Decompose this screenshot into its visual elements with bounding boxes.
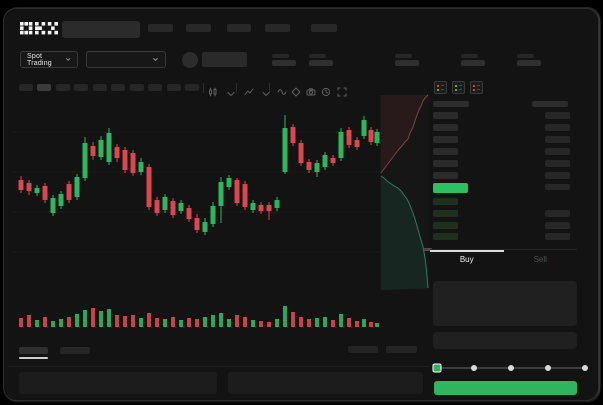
order-price-input[interactable] <box>433 281 577 326</box>
last-price-highlight[interactable] <box>433 183 468 193</box>
ask-price-placeholder[interactable] <box>433 148 458 155</box>
market-mode-dropdown[interactable]: Spot Trading <box>20 51 78 68</box>
ticker-stat-value <box>395 60 419 66</box>
ask-amount-placeholder <box>545 124 570 131</box>
coin-icon <box>182 52 198 68</box>
ask-amount-placeholder <box>545 172 570 179</box>
timeframe-button[interactable] <box>167 84 181 91</box>
bid-price-placeholder[interactable] <box>433 222 458 229</box>
line-tool-icon[interactable] <box>277 84 287 95</box>
book-both-icon[interactable] <box>434 81 447 94</box>
tab-sell-label: Sell <box>533 255 547 264</box>
timeframe-button[interactable] <box>93 84 107 91</box>
search-input[interactable] <box>62 21 140 38</box>
ask-amount-placeholder <box>545 112 570 119</box>
bid-price-placeholder[interactable] <box>433 233 458 240</box>
ticker-stat-value <box>461 60 485 66</box>
toolbar-divider <box>236 83 237 93</box>
timeframe-button[interactable] <box>111 84 125 91</box>
ticker-stat-value <box>309 60 333 66</box>
okx-logo[interactable] <box>20 22 58 35</box>
orderbook-header-bar <box>433 101 469 107</box>
amount-slider-dot[interactable] <box>545 365 551 371</box>
book-bids-icon[interactable] <box>452 81 465 94</box>
amount-slider-dot[interactable] <box>471 365 477 371</box>
chevron-down-icon <box>65 58 71 61</box>
bottom-tab-active-underline <box>19 357 48 359</box>
order-form-tabs: Buy Sell <box>430 249 577 269</box>
bottom-action-placeholder[interactable] <box>348 346 378 353</box>
chevron-down-icon[interactable] <box>261 86 271 96</box>
ticker-stat-value <box>272 60 296 66</box>
toolbar-divider <box>203 83 204 93</box>
timeframe-button[interactable] <box>148 84 162 91</box>
pair-name-placeholder <box>202 52 247 67</box>
amount-slider-handle[interactable] <box>432 363 442 373</box>
timer-icon[interactable] <box>321 84 331 97</box>
timeframe-button[interactable] <box>74 84 88 91</box>
book-asks-icon[interactable] <box>470 81 483 94</box>
pair-selector-dropdown[interactable] <box>86 51 166 68</box>
bottom-panel <box>228 372 423 394</box>
ask-price-placeholder[interactable] <box>433 136 458 143</box>
nav-item[interactable] <box>227 24 251 32</box>
tab-buy-label: Buy <box>459 255 474 264</box>
amount-slider-dot[interactable] <box>508 365 514 371</box>
timeframe-button[interactable] <box>56 84 70 91</box>
ticker-stat-label <box>395 54 412 58</box>
ticker-stat-label <box>461 54 478 58</box>
nav-item[interactable] <box>265 24 290 32</box>
ask-price-placeholder[interactable] <box>433 112 458 119</box>
ask-amount-placeholder <box>545 148 570 155</box>
bottom-action-placeholder[interactable] <box>386 346 417 353</box>
nav-item[interactable] <box>148 24 173 32</box>
bid-amount-placeholder <box>545 233 570 240</box>
screenshot-icon[interactable] <box>306 84 316 96</box>
ask-price-placeholder[interactable] <box>433 160 458 167</box>
timeframe-button[interactable] <box>130 84 144 91</box>
bottom-panel <box>19 372 217 394</box>
bid-price-placeholder[interactable] <box>433 210 458 217</box>
ticker-stat-label <box>517 54 534 58</box>
ticker-stat-label <box>272 54 289 58</box>
orderbook-header-bar <box>532 101 568 107</box>
ask-amount-placeholder <box>545 160 570 167</box>
chart-type-icon[interactable] <box>208 84 218 97</box>
bid-amount-placeholder <box>545 222 570 229</box>
bid-price-placeholder[interactable] <box>433 198 458 205</box>
nav-item[interactable] <box>311 24 337 32</box>
tab-sell[interactable]: Sell <box>504 250 578 269</box>
ticker-stat-label <box>309 54 326 58</box>
ask-price-placeholder[interactable] <box>433 124 458 131</box>
bid-amount-placeholder <box>545 210 570 217</box>
order-amount-input[interactable] <box>433 332 577 349</box>
ticker-stat-value <box>517 60 541 66</box>
bottom-divider <box>8 366 429 367</box>
timeframe-button[interactable] <box>37 84 51 91</box>
indicators-icon[interactable] <box>244 84 254 95</box>
toolbar-divider <box>269 83 270 93</box>
nav-item[interactable] <box>186 24 211 32</box>
ask-price-placeholder[interactable] <box>433 172 458 179</box>
draw-tool-icon[interactable] <box>291 84 301 97</box>
buy-submit-button[interactable] <box>434 381 577 395</box>
chevron-down-icon <box>153 57 158 61</box>
tab-buy[interactable]: Buy <box>430 250 504 269</box>
last-price-amount-placeholder <box>545 184 570 190</box>
timeframe-button[interactable] <box>19 84 33 91</box>
amount-slider-dot[interactable] <box>582 365 588 371</box>
ask-amount-placeholder <box>545 136 570 143</box>
market-mode-label: Spot Trading <box>27 52 52 67</box>
bottom-tab[interactable] <box>60 347 90 354</box>
bottom-tab[interactable] <box>19 347 48 354</box>
timeframe-button[interactable] <box>185 84 199 91</box>
chevron-down-icon[interactable] <box>226 86 236 96</box>
fullscreen-icon[interactable] <box>337 84 347 97</box>
